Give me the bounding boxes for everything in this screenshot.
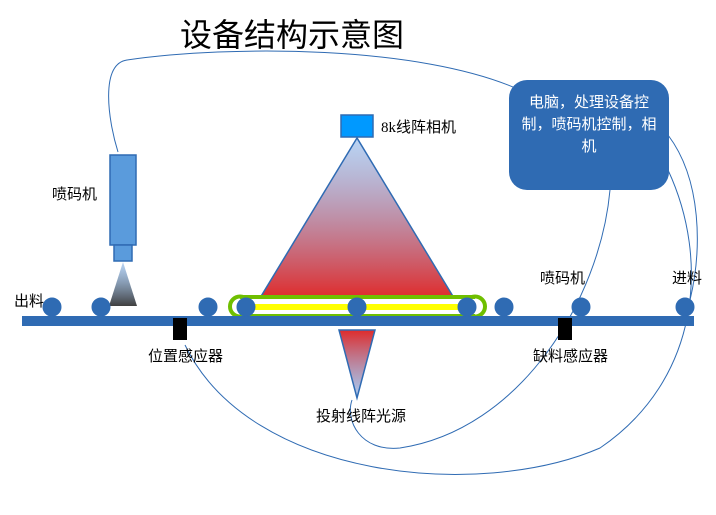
- output-label: 出料: [14, 290, 44, 311]
- computer-box-text: 电脑，处理设备控制，喷码机控制，相机: [519, 92, 659, 158]
- roller-7: [572, 298, 590, 316]
- roller-5: [458, 298, 476, 316]
- connector-0: [109, 51, 520, 152]
- roller-1: [92, 298, 110, 316]
- printer-body: [110, 155, 136, 245]
- light-beam: [339, 330, 375, 398]
- roller-4: [348, 298, 366, 316]
- printer-nozzle: [114, 245, 132, 261]
- printer-label: 喷码机: [52, 183, 97, 204]
- roller-6: [495, 298, 513, 316]
- camera-beam: [260, 138, 454, 298]
- camera-icon: [341, 115, 373, 137]
- position-sensor-label: 位置感应器: [148, 345, 223, 366]
- roller-3: [237, 298, 255, 316]
- roller-0: [43, 298, 61, 316]
- lack-sensor-label: 缺料感应器: [533, 345, 608, 366]
- printer2-label: 喷码机: [540, 267, 585, 288]
- roller-8: [676, 298, 694, 316]
- camera-label: 8k线阵相机: [381, 116, 456, 137]
- printer-spray: [109, 262, 137, 306]
- position-sensor: [173, 318, 187, 340]
- input-label: 进料: [672, 267, 702, 288]
- conveyor-bar: [22, 316, 694, 326]
- roller-2: [199, 298, 217, 316]
- diagram-title: 设备结构示意图: [180, 10, 404, 56]
- light-source-label: 投射线阵光源: [316, 405, 406, 426]
- lack-sensor: [558, 318, 572, 340]
